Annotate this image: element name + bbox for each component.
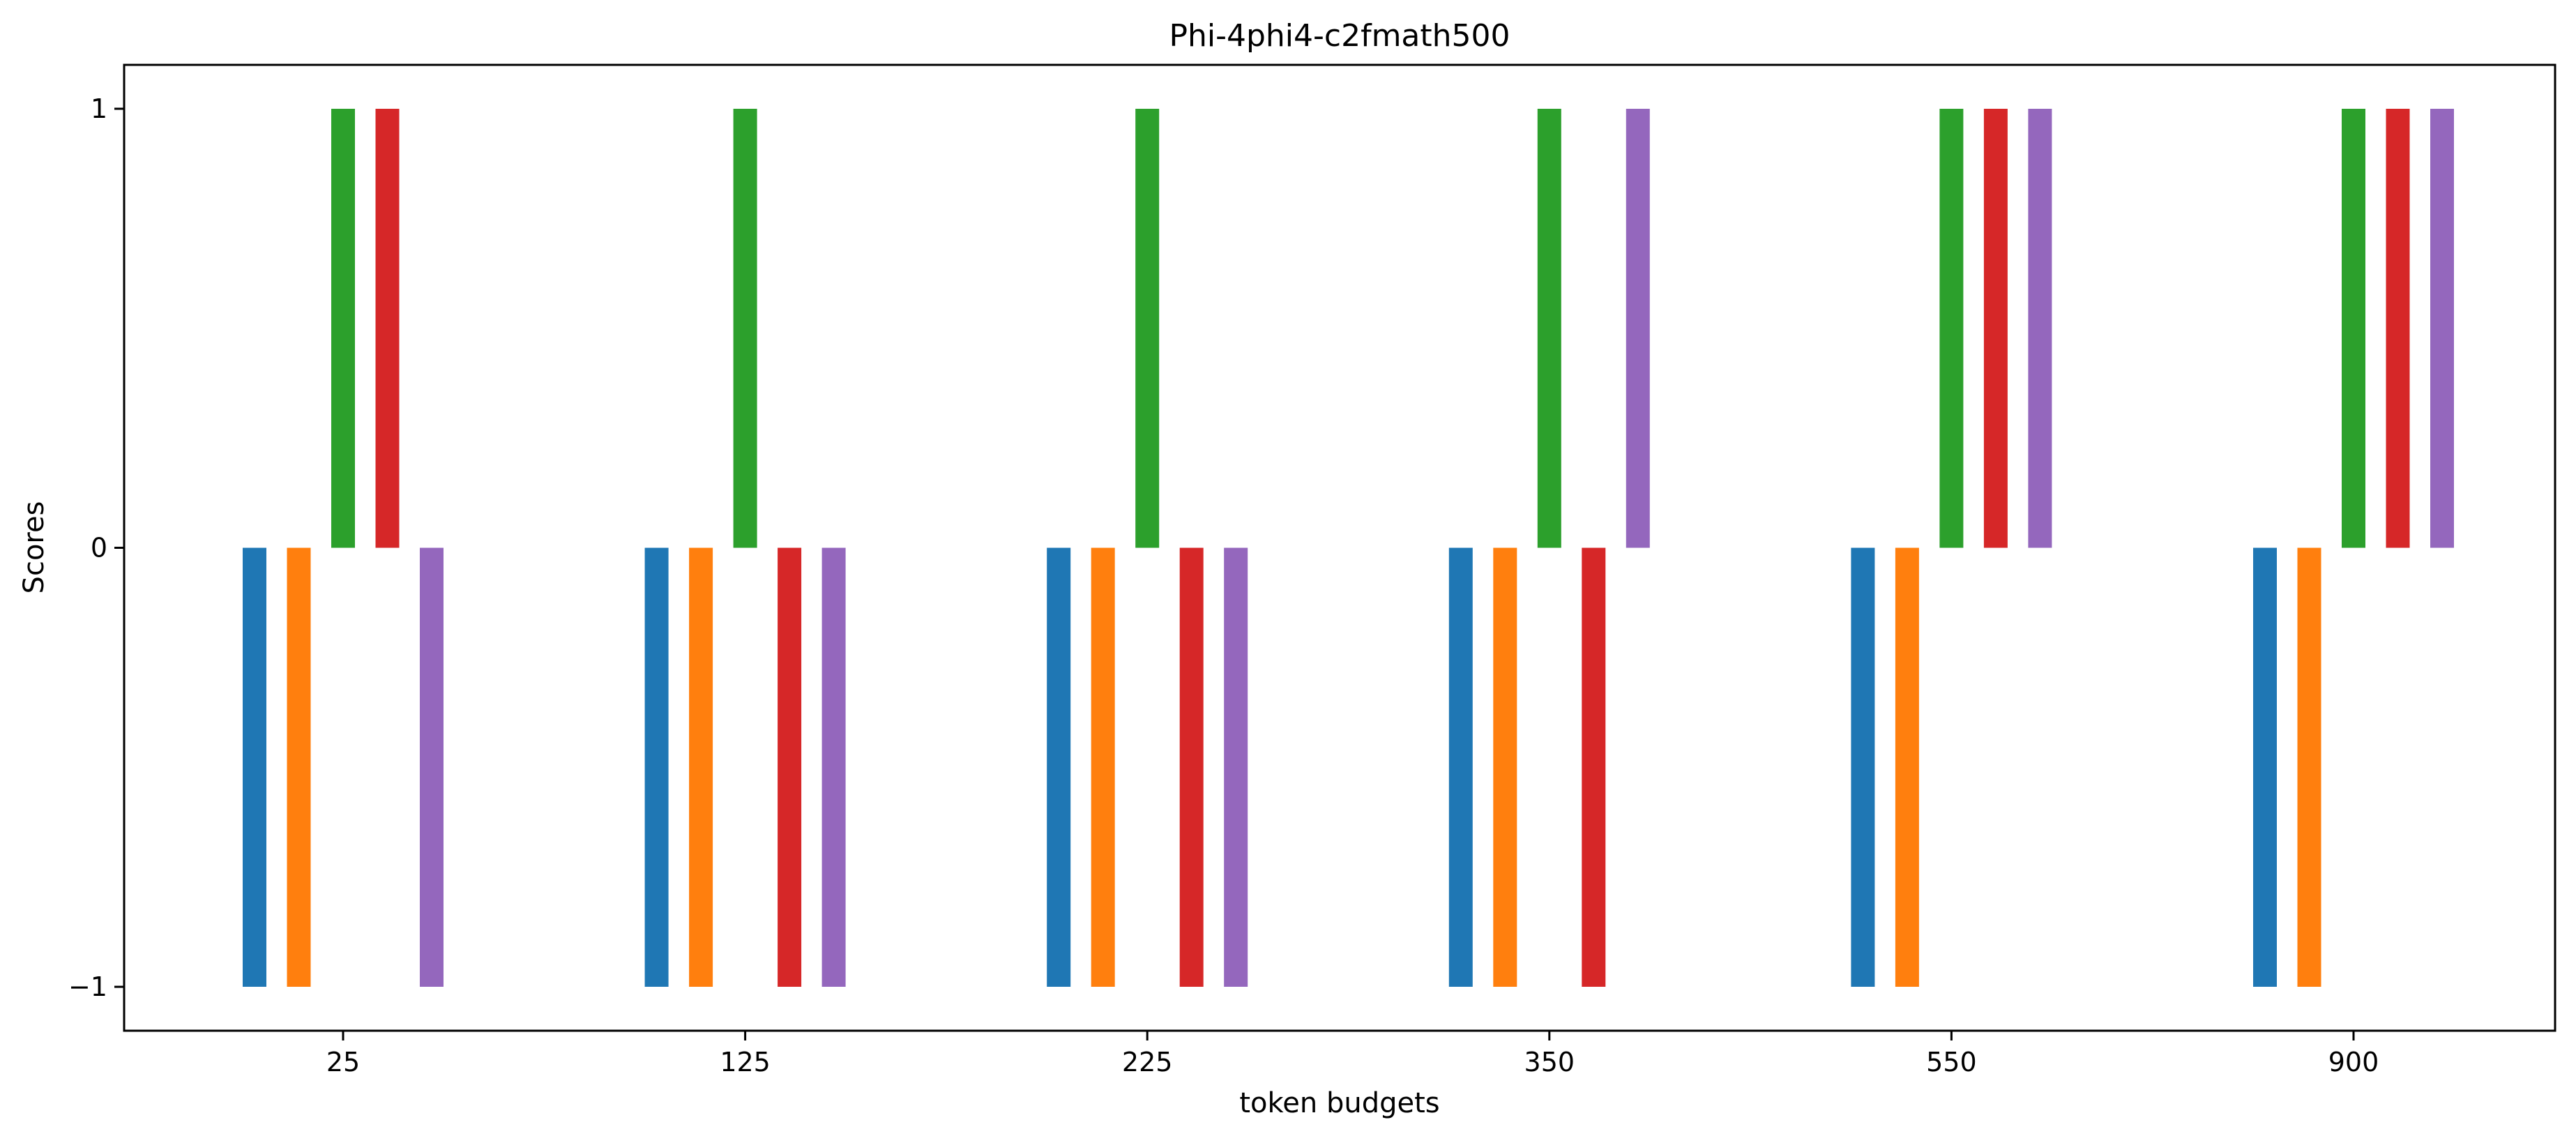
bar-s5-125 <box>821 547 846 987</box>
bar-s4-225 <box>1179 547 1204 987</box>
bar-s2-550 <box>1895 547 1919 987</box>
y-tick-label: 0 <box>91 533 107 563</box>
bar-s4-550 <box>1983 109 2008 548</box>
bar-s2-25 <box>287 547 311 987</box>
bar-s2-125 <box>689 547 713 987</box>
x-tick-label: 350 <box>1524 1047 1575 1077</box>
bar-s5-900 <box>2430 109 2454 548</box>
x-tick-label: 900 <box>2328 1047 2379 1077</box>
bar-s1-125 <box>644 547 669 987</box>
bar-s1-900 <box>2253 547 2277 987</box>
y-tick-label: 1 <box>91 93 107 124</box>
bar-s3-900 <box>2342 109 2365 548</box>
x-axis-label: token budgets <box>1239 1087 1439 1119</box>
bar-s1-225 <box>1047 547 1071 987</box>
bar-s1-550 <box>1851 547 1875 987</box>
y-axis: −1 0 1 <box>68 93 124 1002</box>
bars-layer <box>243 109 2454 987</box>
bar-s3-350 <box>1537 109 1561 548</box>
bar-s4-900 <box>2386 109 2410 548</box>
bar-s4-25 <box>375 109 400 548</box>
bar-s4-125 <box>778 547 802 987</box>
bar-s1-350 <box>1448 547 1473 987</box>
x-tick-label: 225 <box>1122 1047 1173 1077</box>
bar-s5-350 <box>1626 109 1650 548</box>
x-tick-label: 125 <box>720 1047 771 1077</box>
bar-s3-225 <box>1135 109 1160 548</box>
bar-s5-550 <box>2028 109 2052 548</box>
x-axis: 25 125 225 350 550 900 <box>326 1031 2379 1077</box>
bar-s3-550 <box>1939 109 1964 548</box>
x-tick-label: 550 <box>1926 1047 1977 1077</box>
chart-title: Phi-4phi4-c2fmath500 <box>1169 18 1510 54</box>
bar-s2-225 <box>1091 547 1115 987</box>
bar-s3-125 <box>733 109 757 548</box>
bar-s2-350 <box>1493 547 1517 987</box>
bar-s2-900 <box>2297 547 2321 987</box>
x-tick-label: 25 <box>326 1047 360 1077</box>
y-axis-label: Scores <box>18 501 50 594</box>
bar-s5-25 <box>420 547 444 987</box>
bar-s4-350 <box>1582 547 1606 987</box>
bar-s3-25 <box>331 109 355 548</box>
bar-s1-25 <box>243 547 266 987</box>
bar-s5-225 <box>1224 547 1248 987</box>
y-tick-label: −1 <box>68 971 107 1002</box>
